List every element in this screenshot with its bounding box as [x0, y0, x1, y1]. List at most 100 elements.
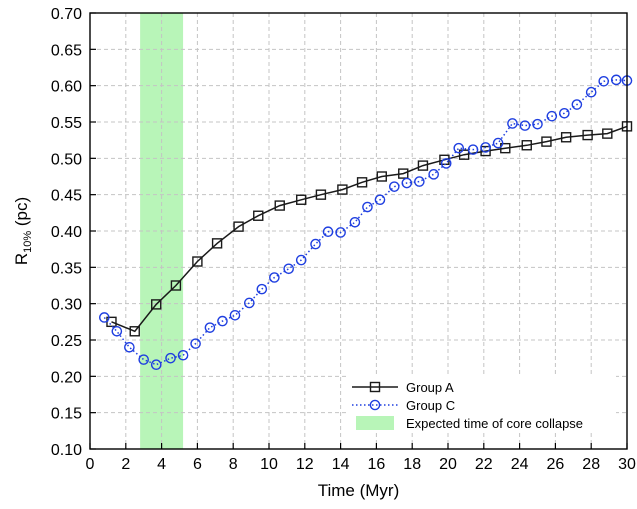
group-c-point: [99, 312, 110, 323]
group-c-point: [598, 76, 610, 87]
group-c-point: [244, 297, 255, 309]
group-c-point: [374, 194, 386, 206]
group-c-point: [349, 216, 361, 228]
group-c-point: [467, 144, 479, 155]
group-c-point: [335, 227, 346, 238]
x-tick-label: 14: [332, 456, 350, 473]
group-a-point: [376, 171, 387, 182]
x-tick-label: 28: [582, 456, 600, 473]
group-a-point: [602, 128, 613, 139]
group-a-point: [521, 140, 532, 151]
group-a-point: [151, 299, 162, 310]
group-c-point: [388, 181, 400, 192]
group-a-point: [480, 145, 491, 157]
y-tick-label: 0.30: [51, 297, 82, 314]
x-tick-label: 16: [368, 456, 386, 473]
x-tick-label: 2: [121, 456, 130, 473]
legend-items: Group A Group C Expected time of core coll…: [352, 380, 583, 431]
group-a-point: [274, 200, 285, 211]
y-tick-label: 0.65: [51, 42, 82, 59]
y-tick-label: 0.45: [51, 188, 82, 205]
x-tick-label: 20: [439, 456, 457, 473]
series-layer: [99, 74, 633, 371]
y-tick-label: 0.40: [51, 224, 82, 241]
group-c-point: [362, 201, 373, 213]
group-a-point: [253, 210, 264, 221]
x-tick-label: 24: [511, 456, 529, 473]
y-tick-label: 0.20: [51, 369, 82, 386]
group-c-point: [453, 142, 465, 154]
group-a-point: [129, 326, 140, 337]
group-c-point: [150, 359, 162, 371]
y-tick-label: 0.35: [51, 260, 82, 277]
group-c-point: [585, 86, 597, 98]
group-c-point: [204, 322, 216, 333]
x-tick-label: 10: [260, 456, 278, 473]
group-a-point: [211, 238, 223, 249]
legend-group-c-label: Group C: [406, 398, 455, 413]
group-a-point: [458, 149, 470, 160]
legend-shade-swatch: [356, 416, 394, 430]
group-c-point: [492, 137, 504, 149]
group-c-point: [401, 177, 413, 189]
group-a-point: [582, 129, 593, 141]
group-c-point: [177, 349, 189, 361]
group-c-point: [229, 309, 241, 321]
group-a-point: [192, 256, 203, 267]
tick-layer: 0 2 4 6 8 10 12 14 16 18 20 22 24 26 28 300.100.150.200…: [51, 6, 636, 473]
group-c-point: [322, 226, 334, 238]
group-a-point: [233, 221, 244, 232]
group-c-point: [414, 176, 425, 187]
group-a-point: [296, 194, 307, 205]
group-a-point: [560, 132, 572, 143]
group-c-point: [440, 158, 452, 169]
x-tick-label: 18: [403, 456, 421, 473]
group-c-point: [165, 352, 176, 364]
group-c-point: [190, 338, 201, 349]
y-axis-label-unit: (pc): [12, 197, 31, 231]
group-c-point: [269, 272, 280, 283]
y-tick-label: 0.55: [51, 115, 82, 132]
group-a-point: [356, 177, 368, 188]
y-tick-label: 0.15: [51, 406, 82, 423]
group-c-point: [217, 315, 228, 327]
group-c-series: [99, 74, 633, 371]
x-tick-label: 8: [229, 456, 238, 473]
group-c-point: [519, 120, 531, 131]
group-a-point: [541, 136, 552, 147]
legend-group-c-marker: [369, 399, 381, 411]
x-tick-label: 30: [618, 456, 636, 473]
group-c-point: [571, 99, 583, 110]
group-a-point: [170, 280, 182, 291]
group-c-point: [480, 142, 491, 153]
group-a-point: [500, 142, 511, 154]
y-axis-label-subscript: 10%: [22, 231, 34, 253]
group-c-point: [111, 325, 123, 337]
x-axis-label: Time (Myr): [318, 481, 400, 500]
y-axis-label: R10% (pc): [12, 197, 34, 265]
group-a-point: [337, 184, 348, 195]
group-c-point: [256, 283, 268, 295]
y-axis-label-main: R: [12, 253, 31, 265]
group-a-point: [398, 168, 409, 179]
group-c-point: [428, 169, 439, 180]
group-c-point: [124, 341, 135, 353]
legend-group-a-label: Group A: [406, 380, 454, 395]
x-tick-label: 12: [296, 456, 314, 473]
y-tick-label: 0.10: [51, 442, 82, 459]
x-tick-label: 6: [193, 456, 202, 473]
group-c-point: [532, 118, 543, 130]
group-a-line: [111, 125, 628, 333]
group-c-point: [295, 254, 307, 266]
x-tick-label: 4: [157, 456, 166, 473]
x-tick-label: 26: [547, 456, 565, 473]
y-tick-label: 0.25: [51, 333, 82, 350]
group-a-point: [417, 160, 429, 171]
y-tick-label: 0.70: [51, 6, 82, 23]
y-tick-label: 0.50: [51, 151, 82, 168]
group-a-point: [315, 189, 327, 200]
legend-group-a-marker: [369, 381, 381, 393]
legend-shade-label: Expected time of core collapse: [406, 416, 583, 431]
x-tick-label: 22: [475, 456, 493, 473]
